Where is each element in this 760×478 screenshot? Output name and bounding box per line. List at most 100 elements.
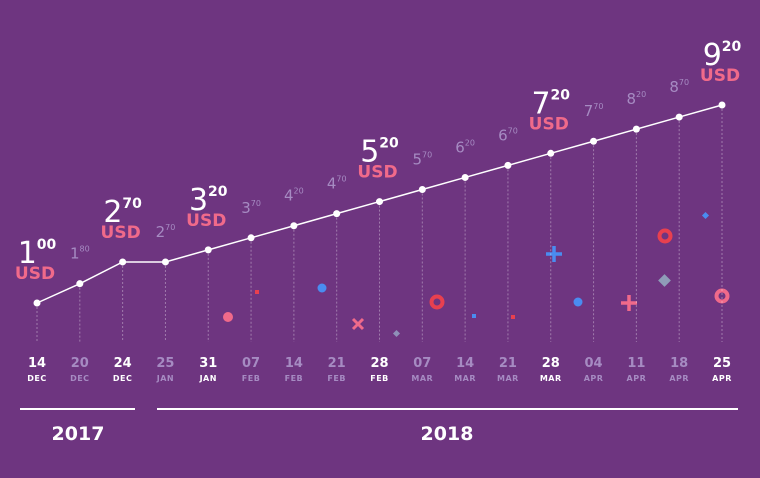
decor-plus	[621, 295, 637, 311]
point	[290, 222, 298, 230]
price-cents: 70	[251, 199, 261, 208]
price-whole: 1	[18, 236, 37, 271]
x-tick-month: JAN	[156, 374, 174, 383]
price-whole: 5	[412, 151, 422, 169]
decor-plus	[546, 246, 562, 262]
price-label: 770	[584, 102, 604, 120]
price-whole: 2	[103, 195, 122, 230]
point	[590, 137, 598, 145]
price-label: 270	[103, 195, 142, 230]
price-cents: 20	[294, 187, 304, 196]
price-cents: 20	[636, 90, 646, 99]
price-cents: 70	[422, 151, 432, 160]
price-label: 370	[241, 199, 261, 217]
price-whole: 6	[498, 126, 508, 144]
point	[376, 198, 383, 206]
price-whole: 6	[455, 138, 465, 156]
x-tick-day: 14	[285, 356, 303, 371]
point	[333, 210, 341, 218]
price-whole: 8	[627, 90, 637, 108]
currency-label: USD	[15, 264, 55, 284]
decor-dot	[573, 297, 583, 307]
x-tick-day: 31	[199, 356, 217, 371]
decor-dot	[317, 283, 327, 293]
price-cents: 20	[379, 136, 399, 152]
decor-ring	[657, 228, 673, 244]
x-tick-month: MAR	[454, 374, 476, 383]
x-tick-month: FEB	[242, 374, 261, 383]
x-tick-month: FEB	[370, 374, 389, 383]
x-tick-month: JAN	[199, 374, 217, 383]
price-whole: 7	[531, 86, 550, 121]
x-tick-day: 28	[370, 356, 388, 371]
price-label: 920	[703, 38, 742, 73]
x-tick-day: 04	[585, 356, 603, 371]
x-tick-day: 14	[456, 356, 474, 371]
currency-label: USD	[700, 66, 740, 86]
x-tick-day: 21	[499, 356, 517, 371]
price-whole: 4	[284, 187, 294, 205]
price-cents: 20	[551, 87, 571, 103]
point	[33, 299, 41, 307]
x-tick-day: 28	[542, 356, 560, 371]
price-label: 100	[18, 236, 57, 271]
price-cents: 20	[722, 39, 742, 55]
x-tick-month: MAR	[497, 374, 519, 383]
decor-ring	[429, 294, 445, 310]
point	[247, 234, 255, 242]
price-label: 620	[455, 138, 475, 156]
currency-label: USD	[101, 223, 141, 243]
x-tick-month: APR	[584, 374, 604, 383]
point	[504, 161, 512, 169]
x-tick-month: DEC	[70, 374, 89, 383]
price-cents: 70	[679, 78, 689, 87]
x-tick-day: 07	[242, 356, 260, 371]
currency-label: USD	[357, 163, 397, 183]
price-whole: 4	[327, 175, 337, 193]
price-label: 820	[627, 90, 647, 108]
price-label: 320	[189, 183, 228, 218]
price-whole: 3	[241, 199, 251, 217]
decor-diamond	[392, 329, 401, 338]
point	[418, 186, 426, 194]
currency-label: USD	[529, 114, 569, 134]
x-tick-day: 11	[627, 356, 645, 371]
price-cents: 70	[508, 126, 518, 135]
point	[119, 258, 127, 266]
year-label: 2017	[52, 423, 105, 445]
x-tick-month: APR	[627, 374, 647, 383]
price-whole: 7	[584, 102, 594, 120]
price-label: 270	[156, 223, 176, 241]
price-cents: 70	[122, 196, 142, 212]
point	[718, 101, 726, 109]
price-cents: 80	[79, 245, 89, 254]
point	[547, 149, 555, 157]
point	[76, 280, 84, 288]
price-cents: 70	[165, 223, 175, 232]
price-cents: 00	[37, 237, 57, 253]
x-tick-month: APR	[669, 374, 689, 383]
decor-cross	[351, 317, 365, 331]
x-tick-month: MAR	[411, 374, 433, 383]
x-tick-day: 21	[328, 356, 346, 371]
price-cents: 20	[465, 138, 475, 147]
price-cents: 70	[593, 102, 603, 111]
x-tick-day: 25	[713, 356, 731, 371]
x-tick-month: DEC	[113, 374, 132, 383]
price-label: 670	[498, 126, 518, 144]
price-label: 720	[531, 86, 570, 121]
price-cents: 20	[208, 184, 228, 200]
x-tick-day: 18	[670, 356, 688, 371]
x-tick-day: 24	[114, 356, 132, 371]
x-tick-day: 25	[156, 356, 174, 371]
price-whole: 3	[189, 183, 208, 218]
decor-ring	[714, 288, 730, 304]
price-whole: 2	[156, 223, 166, 241]
x-tick-day: 20	[71, 356, 89, 371]
price-label: 420	[284, 187, 304, 205]
x-tick-month: APR	[712, 374, 732, 383]
currency-label: USD	[186, 211, 226, 231]
x-tick-month: DEC	[27, 374, 46, 383]
